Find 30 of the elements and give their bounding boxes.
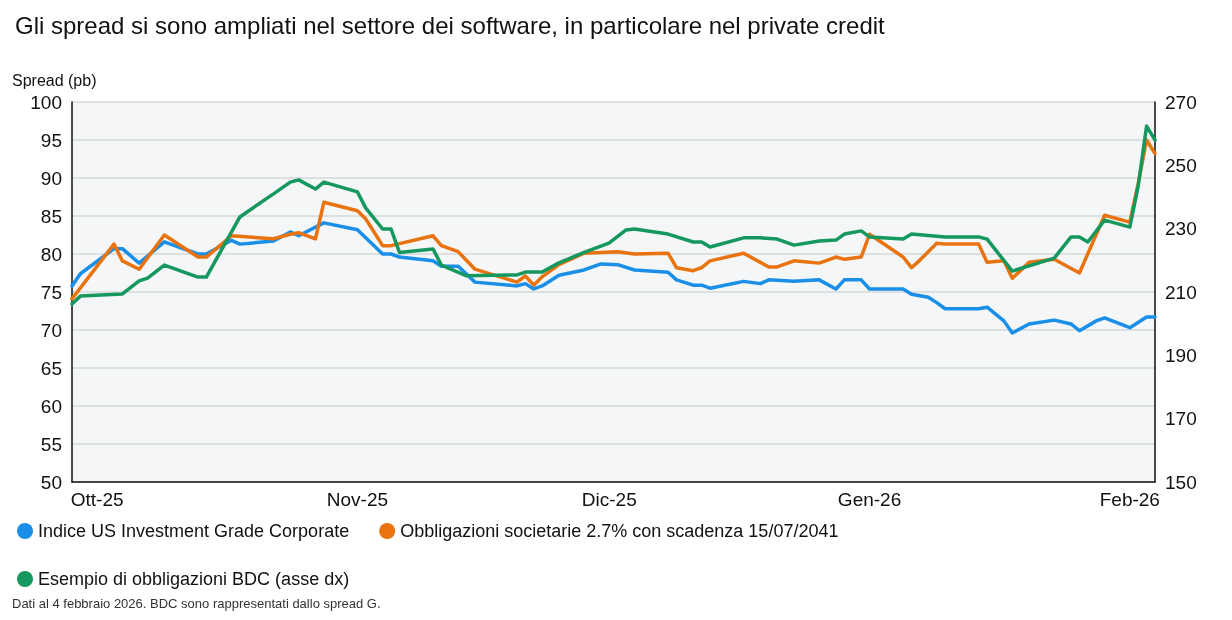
y-tick-label: 50 (40, 471, 62, 493)
y2-tick-label: 170 (1165, 408, 1197, 430)
y2-tick-label: 150 (1165, 471, 1197, 493)
y2-tick-label: 190 (1165, 344, 1197, 366)
legend-label: Indice US Investment Grade Corporate (38, 521, 350, 541)
y2-tick-label: 230 (1165, 218, 1197, 240)
line-series (70, 221, 1157, 335)
y-tick-label: 80 (40, 243, 62, 265)
text: Dati al 4 febbraio 2026. BDC sono rappresentati dallo spread G. (12, 596, 381, 611)
y-tick-label: 55 (40, 433, 62, 455)
legend-label: Obbligazioni societarie 2.7% con scadenza 15/07/2041 (400, 521, 839, 541)
y2-tick-label: 270 (1165, 91, 1197, 113)
x-tick-label: Feb-26 (1099, 489, 1160, 510)
y2-tick-label: 250 (1165, 154, 1197, 176)
legend-label: Esempio di obbligazioni BDC (asse dx) (38, 569, 350, 589)
y-axis-title: Spread (pb) (12, 71, 97, 89)
x-tick-label: Dic-25 (581, 489, 637, 510)
y-tick-label: 70 (40, 319, 62, 341)
y-tick-label: 85 (40, 205, 62, 227)
y-tick-label: 65 (40, 357, 62, 379)
x-tick-label: Gen-26 (837, 489, 902, 510)
y-tick-label: 100 (30, 91, 62, 113)
chart-title: Gli spread si sono ampliati nel settore dei software, in particolare nel private credit (15, 11, 886, 39)
x-tick-label: Nov-25 (326, 489, 389, 510)
y-tick-label: 95 (40, 129, 62, 151)
y-tick-label: 60 (40, 395, 62, 417)
y-tick-label: 75 (40, 281, 62, 303)
y2-tick-label: 210 (1165, 281, 1197, 303)
y-tick-label: 90 (40, 167, 62, 189)
x-tick-label: Ott-25 (70, 489, 124, 510)
